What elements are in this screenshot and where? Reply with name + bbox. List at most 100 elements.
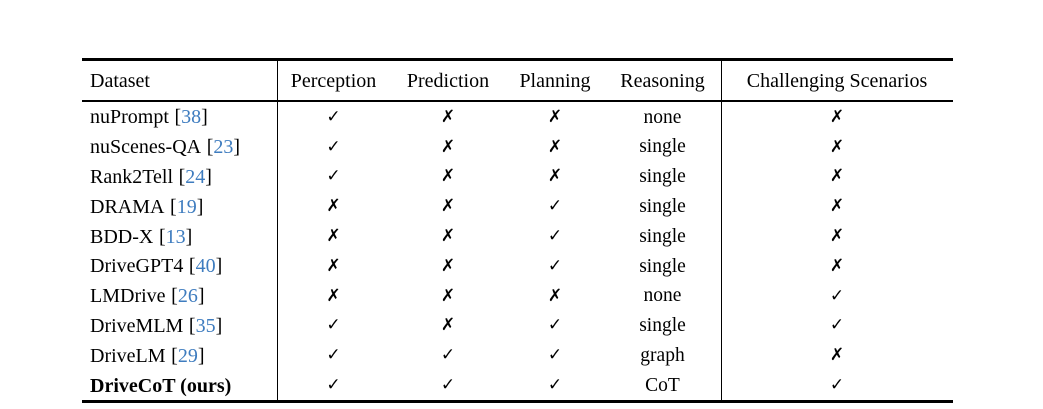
- col-header-reasoning: Reasoning: [620, 69, 705, 92]
- citation-open-bracket: [: [178, 165, 186, 188]
- dataset-cell: DriveGPT4 [40]: [82, 256, 277, 276]
- table-row: nuScenes-QA [23] ✓ ✗ ✗ single ✗: [82, 132, 953, 162]
- reasoning-value: none: [643, 285, 682, 307]
- perception-mark: ✓: [326, 166, 341, 187]
- prediction-mark: ✗: [440, 285, 456, 306]
- table-row: nuPrompt [38] ✓ ✗ ✗ none ✗: [82, 103, 953, 133]
- planning-mark: ✗: [547, 106, 563, 127]
- perception-mark: ✗: [326, 285, 341, 306]
- planning-mark: ✓: [547, 375, 563, 396]
- citation-close-bracket: ]: [215, 255, 223, 278]
- table-row: Rank2Tell [24] ✓ ✗ ✗ single ✗: [82, 162, 953, 192]
- perception-mark: ✓: [326, 375, 341, 396]
- reasoning-value: single: [639, 315, 686, 337]
- citation: [23]: [207, 136, 240, 158]
- challenging-mark: ✓: [829, 375, 845, 396]
- citation-open-bracket: [: [206, 136, 214, 159]
- challenging-mark: ✗: [829, 106, 845, 127]
- prediction-mark: ✗: [440, 255, 456, 276]
- col-header-perception: Perception: [290, 69, 377, 92]
- citation-link[interactable]: 19: [176, 195, 197, 218]
- citation: [24]: [179, 166, 212, 188]
- citation-link[interactable]: 26: [177, 285, 198, 308]
- prediction-mark: ✗: [440, 106, 456, 127]
- dataset-cell: DRAMA [19]: [82, 197, 277, 217]
- table-row: BDD-X [13] ✗ ✗ ✓ single ✗: [82, 222, 953, 252]
- citation-open-bracket: [: [158, 225, 166, 248]
- planning-mark: ✗: [547, 285, 563, 306]
- dataset-comparison-table: Dataset Perception Prediction Planning R…: [82, 58, 953, 403]
- dataset-cell: DriveMLM [35]: [82, 316, 277, 336]
- table-row: DRAMA [19] ✗ ✗ ✓ single ✗: [82, 192, 953, 222]
- citation-link[interactable]: 35: [195, 314, 216, 337]
- citation-open-bracket: [: [170, 195, 177, 218]
- col-header-planning: Planning: [519, 69, 591, 92]
- citation-close-bracket: ]: [196, 195, 204, 218]
- col-header-prediction: Prediction: [406, 69, 490, 92]
- citation-close-bracket: ]: [197, 285, 205, 308]
- dataset-name: nuPrompt: [90, 106, 169, 129]
- citation-open-bracket: [: [188, 314, 196, 337]
- citation-link[interactable]: 40: [195, 255, 216, 278]
- citation-link[interactable]: 23: [213, 136, 234, 159]
- reasoning-value: single: [639, 136, 686, 158]
- challenging-mark: ✗: [829, 196, 845, 217]
- dataset-name: DriveLM: [90, 344, 166, 367]
- perception-mark: ✗: [326, 226, 341, 247]
- citation-close-bracket: ]: [185, 225, 193, 248]
- citation: [38]: [175, 106, 208, 128]
- col-header-dataset: Dataset: [90, 69, 150, 92]
- planning-mark: ✗: [547, 136, 563, 157]
- challenging-mark: ✗: [829, 255, 845, 276]
- prediction-mark: ✓: [440, 345, 456, 366]
- dataset-name: LMDrive: [90, 285, 166, 308]
- citation-link[interactable]: 38: [181, 106, 202, 129]
- table-row: DriveLM [29] ✓ ✓ ✓ graph ✗: [82, 341, 953, 371]
- dataset-name: DriveGPT4: [90, 255, 184, 278]
- citation-open-bracket: [: [188, 255, 196, 278]
- column-separator-dataset: [277, 61, 279, 400]
- citation-close-bracket: ]: [215, 314, 223, 337]
- citation-link[interactable]: 29: [177, 344, 198, 367]
- dataset-name: Rank2Tell: [90, 165, 174, 188]
- dataset-cell: DriveLM [29]: [82, 346, 277, 366]
- citation-link[interactable]: 13: [165, 225, 186, 248]
- prediction-mark: ✗: [440, 136, 456, 157]
- table-row: DriveGPT4 [40] ✗ ✗ ✓ single ✗: [82, 251, 953, 281]
- citation: [13]: [159, 226, 192, 248]
- citation: [35]: [189, 315, 222, 337]
- reasoning-value: none: [643, 106, 682, 128]
- prediction-mark: ✗: [440, 196, 456, 217]
- citation-close-bracket: ]: [205, 165, 212, 188]
- citation-open-bracket: [: [171, 285, 178, 308]
- perception-mark: ✓: [326, 345, 341, 366]
- reasoning-value: graph: [640, 345, 685, 367]
- citation: [26]: [171, 285, 204, 307]
- challenging-mark: ✗: [829, 345, 845, 366]
- reasoning-value: single: [639, 255, 686, 277]
- citation: [40]: [189, 255, 222, 277]
- perception-mark: ✓: [326, 136, 341, 157]
- col-header-challenging: Challenging Scenarios: [746, 69, 928, 92]
- perception-mark: ✓: [326, 106, 341, 127]
- table-top-rule: [82, 58, 953, 61]
- dataset-cell: nuScenes-QA [23]: [82, 137, 277, 157]
- table-bottom-rule: [82, 400, 953, 403]
- citation-close-bracket: ]: [201, 106, 208, 129]
- citation: [19]: [170, 196, 203, 218]
- table-row: LMDrive [26] ✗ ✗ ✗ none ✓: [82, 281, 953, 311]
- planning-mark: ✗: [547, 166, 563, 187]
- table-row: DriveMLM [35] ✓ ✗ ✓ single ✓: [82, 311, 953, 341]
- dataset-cell: Rank2Tell [24]: [82, 167, 277, 187]
- prediction-mark: ✗: [440, 315, 456, 336]
- reasoning-value: single: [639, 196, 686, 218]
- citation-link[interactable]: 24: [185, 165, 206, 188]
- dataset-name: DRAMA: [90, 195, 165, 218]
- prediction-mark: ✗: [440, 166, 456, 187]
- dataset-name: DriveMLM: [90, 314, 184, 337]
- dataset-cell: LMDrive [26]: [82, 286, 277, 306]
- planning-mark: ✓: [547, 255, 563, 276]
- table-body: nuPrompt [38] ✓ ✗ ✗ none ✗ nuScenes-QA [23…: [82, 103, 953, 401]
- dataset-name: BDD-X: [90, 225, 154, 248]
